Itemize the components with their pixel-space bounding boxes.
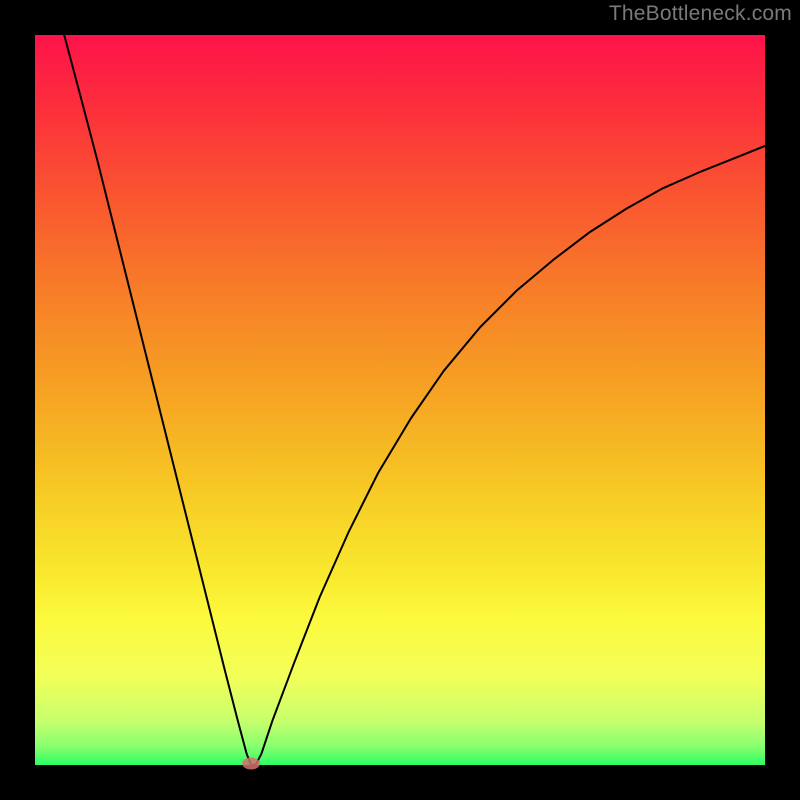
bottleneck-curve-chart (0, 0, 800, 800)
minimum-marker (242, 758, 260, 770)
plot-background (35, 35, 765, 765)
chart-stage: TheBottleneck.com (0, 0, 800, 800)
watermark-text: TheBottleneck.com (609, 2, 792, 26)
